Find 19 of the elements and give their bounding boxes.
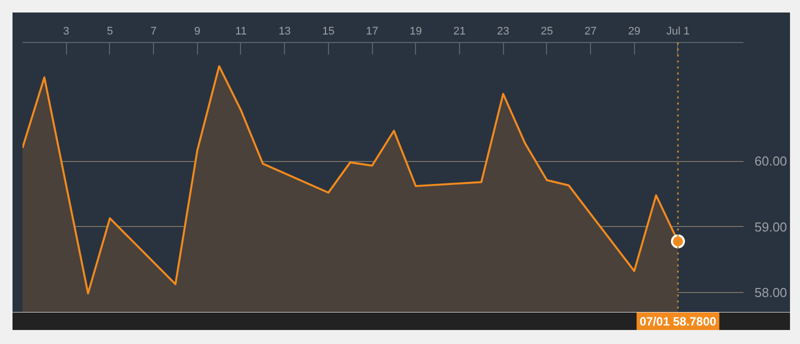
x-tick-label: 19: [410, 26, 422, 38]
x-tick-label: 25: [540, 26, 553, 38]
x-tick-label: 7: [150, 26, 157, 38]
y-tick-label: 59.00: [754, 219, 788, 234]
x-tick-label: 5: [106, 26, 113, 38]
x-tick-label: 17: [366, 26, 378, 38]
x-tick-label: 13: [278, 26, 291, 38]
x-tick-label: 11: [235, 26, 247, 38]
y-tick-label: 60.00: [754, 154, 788, 169]
x-tick-label: 3: [63, 26, 70, 38]
x-tick-label: Jul 1: [666, 26, 690, 38]
x-tick-label: 27: [584, 26, 597, 38]
x-tick-label: 23: [497, 26, 510, 38]
x-tick-label: 15: [322, 26, 335, 38]
y-tick-label: 58.00: [754, 285, 788, 300]
x-tick-label: 29: [628, 26, 640, 38]
x-tick-label: 9: [194, 26, 200, 38]
text: 07/01 58.7800: [640, 314, 717, 328]
x-tick-label: 21: [453, 26, 466, 38]
